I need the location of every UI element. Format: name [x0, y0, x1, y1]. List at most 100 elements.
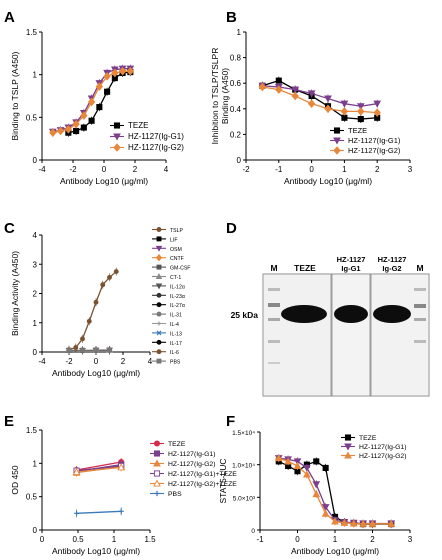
legend-marker — [153, 459, 161, 467]
chart-panel-b: -2 -1 0 1 2 3 0 0.2 0.4 0.6 0.8 1 Antibody Log10 (μg… — [210, 28, 413, 186]
data-point — [80, 347, 85, 353]
legend-marker — [344, 451, 352, 459]
data-point — [104, 88, 111, 95]
y-tick-label: 0.6 — [230, 79, 242, 88]
data-point — [359, 519, 367, 527]
legend-marker — [156, 236, 162, 242]
data-point — [73, 345, 79, 351]
series-line — [76, 461, 122, 471]
x-axis-label: Antibody Log10 (μg/ml) — [52, 546, 140, 556]
y-tick-label: 0 — [33, 156, 38, 165]
legend-marker — [156, 302, 162, 308]
y-tick-label: 5.0×10³ — [233, 495, 256, 502]
legend-marker — [156, 330, 162, 336]
ladder-band — [414, 288, 426, 291]
x-tick-label: 0 — [102, 165, 107, 174]
x-tick-label: -2 — [242, 165, 250, 174]
legend-marker — [333, 137, 341, 145]
data-point — [96, 104, 103, 111]
y-tick-label: 1.0×10⁴ — [232, 463, 255, 470]
legend-label: HZ-1127(Ig-G1) — [348, 136, 401, 145]
y-axis-label: Binding to TSLP (A450) — [10, 51, 20, 140]
x-tick-label: 4 — [164, 165, 169, 174]
legend-label: OSM — [170, 247, 182, 253]
x-tick-label: -1 — [275, 165, 283, 174]
data-point — [73, 127, 80, 135]
data-point — [322, 464, 329, 471]
y-tick-label: 1 — [33, 71, 38, 80]
x-tick-label: 0 — [94, 357, 99, 366]
y-tick-label: 0.5 — [26, 493, 38, 502]
legend-label: TSLP — [170, 228, 184, 234]
legend-label: TEZE — [359, 435, 377, 442]
data-point — [324, 104, 332, 114]
series-line — [68, 271, 117, 351]
blot-strip-1 — [262, 273, 332, 397]
ladder-band — [268, 303, 280, 307]
x-tick-label: 1 — [112, 535, 117, 544]
data-point — [291, 91, 299, 101]
legend-marker — [156, 292, 162, 298]
x-axis-label: Antibody Log10 (μg/ml) — [60, 176, 148, 186]
x-tick-label: 2 — [375, 165, 380, 174]
y-tick-label: 0.4 — [230, 105, 242, 114]
data-point — [331, 517, 339, 525]
lane-label: HZ-1127 Ig-G2 — [378, 255, 407, 273]
legend-marker — [157, 321, 161, 326]
blot-band-ig-g1 — [334, 305, 368, 323]
legend-marker — [113, 133, 121, 141]
legend-label: HZ-1127(Ig-G2)+TEZE — [168, 481, 237, 488]
data-point — [291, 86, 300, 94]
y-tick-label: 0.5 — [26, 113, 38, 122]
legend-marker — [156, 358, 162, 364]
data-point — [303, 464, 311, 472]
y-tick-label: 0.8 — [230, 54, 242, 63]
lane-label: M — [270, 263, 277, 273]
data-point — [321, 509, 330, 517]
panel-letter-b: B — [226, 9, 237, 26]
data-point — [357, 115, 364, 123]
x-tick-label: 0 — [295, 535, 300, 544]
ladder-band — [414, 304, 426, 308]
x-axis-label: Antibody Log10 (μg/ml) — [291, 546, 379, 556]
y-tick-label: 4 — [33, 231, 38, 240]
data-point — [340, 518, 349, 526]
legend-label: LIF — [170, 237, 178, 243]
x-tick-label: 0 — [40, 535, 45, 544]
data-point — [93, 347, 99, 353]
ladder-band — [268, 318, 280, 321]
series-line — [76, 510, 122, 514]
data-point — [80, 336, 85, 342]
y-axis-label: STAT5-LUC — [218, 458, 228, 503]
data-point — [387, 519, 396, 527]
legend-marker — [155, 245, 163, 252]
x-tick-label: 2 — [121, 357, 126, 366]
data-point — [373, 108, 381, 117]
x-tick-label: -2 — [65, 357, 73, 366]
y-tick-label: 1 — [33, 459, 38, 468]
data-point — [64, 124, 73, 134]
legend-marker — [155, 283, 163, 290]
legend-label: IL-13 — [170, 331, 182, 337]
y-tick-label: 0 — [33, 348, 38, 357]
series-line — [76, 466, 122, 473]
legend-marker — [155, 273, 163, 279]
panel-letter-d: D — [226, 220, 237, 237]
data-point — [340, 100, 349, 108]
data-point — [66, 347, 72, 353]
x-axis-label: Antibody Log10 (μg/ml) — [52, 368, 140, 378]
legend-label: HZ-1127(Ig-G2) — [348, 146, 401, 155]
panel-letter-f: F — [226, 413, 235, 430]
legend-marker — [153, 450, 161, 457]
legend-label: TEZE — [168, 441, 186, 448]
legend-marker — [344, 434, 352, 441]
ladder-band — [268, 362, 280, 364]
x-tick-label: 2 — [133, 165, 138, 174]
y-tick-label: 2 — [33, 290, 38, 299]
x-tick-label: -2 — [69, 165, 77, 174]
legend-marker — [153, 440, 161, 447]
kda-marker-label: 25 kDa — [231, 310, 259, 320]
legend-label: HZ-1127(Ig-G1) — [128, 132, 184, 141]
